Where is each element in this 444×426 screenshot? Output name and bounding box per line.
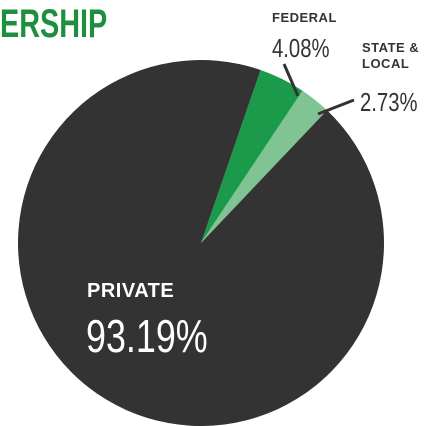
value-label: 4.08% [272, 33, 330, 63]
pie-slice [201, 90, 328, 243]
slice-label: FEDERAL [272, 10, 337, 25]
leader-line [282, 63, 300, 97]
pie-slice [201, 69, 303, 244]
value-label: 2.73% [360, 87, 418, 117]
pie-slice [17, 59, 384, 426]
value-label: 93.19% [86, 310, 208, 362]
slice-label: PRIVATE [87, 280, 175, 302]
chart-title: ERSHIP [0, 2, 108, 46]
leader-line [317, 98, 355, 116]
slice-label: STATE & LOCAL [362, 40, 420, 71]
